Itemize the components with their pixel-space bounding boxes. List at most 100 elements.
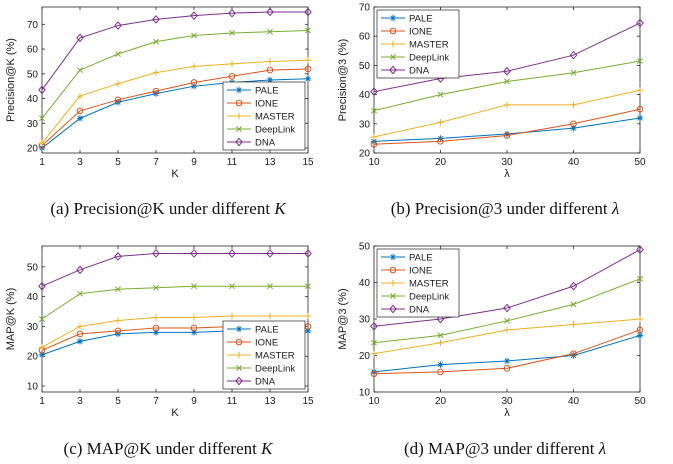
data-point bbox=[304, 75, 312, 82]
series-line bbox=[41, 59, 309, 144]
data-point bbox=[190, 249, 198, 258]
legend-label: DeepLink bbox=[255, 363, 295, 374]
chart-panel-4: 10 20 30 40 50 10 20 30 40 50 λ MAP@3 (%) PALE IONE MA… bbox=[337, 242, 646, 420]
series-dna bbox=[370, 245, 644, 331]
y-tick-label: 70 bbox=[27, 20, 39, 31]
legend-entry-dna: DNA bbox=[227, 376, 276, 387]
data-point bbox=[637, 275, 643, 282]
legend-label: IONE bbox=[255, 337, 278, 348]
legend-label: PALE bbox=[255, 324, 279, 335]
legend: PALE IONE MASTER DeepLink DNA bbox=[376, 248, 460, 318]
legend-marker bbox=[236, 365, 242, 371]
legend-marker bbox=[389, 253, 397, 261]
x-axis-label: λ bbox=[504, 407, 510, 419]
legend-marker bbox=[389, 304, 397, 314]
data-point bbox=[570, 69, 577, 76]
x-axis-label: λ bbox=[504, 168, 510, 180]
y-tick-label: 60 bbox=[359, 32, 371, 43]
legend-marker bbox=[235, 99, 243, 107]
series-line bbox=[41, 78, 309, 149]
caption-c-var: K bbox=[261, 439, 273, 458]
data-point bbox=[569, 50, 578, 60]
x-tick-label: 1 bbox=[39, 396, 45, 407]
series-line bbox=[373, 249, 641, 327]
data-point bbox=[152, 87, 160, 95]
x-tick-label: 30 bbox=[501, 396, 513, 407]
data-point bbox=[152, 15, 160, 24]
data-point bbox=[266, 312, 274, 320]
series-line bbox=[41, 68, 309, 146]
legend-entry-dna: DNA bbox=[381, 65, 430, 76]
legend-marker bbox=[389, 266, 397, 274]
series-line bbox=[41, 315, 308, 348]
data-point bbox=[636, 245, 644, 255]
legend-label: IONE bbox=[255, 98, 278, 109]
caption-b-text: (b) Precision@3 under different bbox=[390, 199, 612, 218]
legend-marker bbox=[236, 126, 242, 132]
data-point bbox=[190, 63, 198, 70]
legend-entry-deeplink: DeepLink bbox=[227, 363, 295, 374]
caption-c: (c) MAP@K under different K bbox=[0, 439, 336, 459]
data-point bbox=[436, 314, 445, 324]
legend-marker bbox=[235, 338, 243, 346]
data-point bbox=[266, 58, 274, 65]
data-point bbox=[76, 115, 84, 122]
data-point bbox=[437, 361, 444, 368]
data-point bbox=[114, 80, 122, 87]
data-point bbox=[266, 66, 274, 74]
series-line bbox=[41, 252, 308, 287]
data-point bbox=[76, 92, 84, 100]
data-point bbox=[115, 286, 121, 293]
legend-label: MASTER bbox=[255, 111, 295, 122]
data-point bbox=[570, 352, 577, 359]
caption-a: (a) Precision@K under different K bbox=[0, 199, 336, 219]
caption-d: (d) MAP@3 under different λ bbox=[337, 439, 673, 459]
data-point bbox=[371, 107, 377, 114]
legend-marker bbox=[389, 65, 397, 75]
data-point bbox=[437, 368, 444, 376]
data-point bbox=[190, 11, 198, 21]
caption-b-var: λ bbox=[611, 199, 620, 218]
x-tick-label: 20 bbox=[435, 157, 447, 168]
legend-entry-dna: DNA bbox=[381, 304, 430, 315]
caption-a-text: (a) Precision@K under different bbox=[50, 199, 275, 218]
series-pale bbox=[370, 332, 644, 376]
data-point bbox=[503, 132, 511, 139]
data-point bbox=[39, 115, 45, 122]
data-point bbox=[190, 82, 198, 90]
legend-label: DNA bbox=[409, 65, 430, 76]
y-axis-label: MAP@3 (%) bbox=[337, 288, 349, 349]
data-point bbox=[305, 27, 311, 34]
y-axis-label: Precision@3 (%) bbox=[337, 39, 349, 122]
data-point bbox=[504, 78, 510, 85]
x-tick-label: 3 bbox=[77, 396, 83, 407]
x-tick-label: 7 bbox=[153, 157, 159, 168]
legend-marker bbox=[235, 325, 243, 333]
data-point bbox=[77, 67, 83, 74]
data-point bbox=[190, 329, 198, 336]
legend-marker bbox=[390, 293, 396, 299]
legend-label: PALE bbox=[255, 85, 279, 96]
x-tick-label: 13 bbox=[264, 396, 276, 407]
data-point bbox=[228, 8, 236, 18]
data-point bbox=[266, 249, 274, 258]
data-point bbox=[636, 87, 644, 94]
data-point bbox=[152, 249, 160, 258]
data-point bbox=[570, 124, 577, 132]
y-tick-label: 50 bbox=[27, 262, 39, 273]
data-point bbox=[570, 101, 577, 109]
data-point bbox=[569, 281, 578, 291]
series-deeplink bbox=[39, 27, 311, 122]
legend-entry-ione: IONE bbox=[227, 98, 278, 109]
legend-entry-pale: PALE bbox=[227, 324, 279, 335]
data-point bbox=[39, 316, 45, 322]
caption-b: (b) Precision@3 under different λ bbox=[337, 199, 673, 219]
data-point bbox=[437, 138, 444, 145]
y-tick-label: 20 bbox=[27, 144, 39, 155]
series-master bbox=[38, 312, 312, 351]
legend-marker bbox=[235, 112, 243, 120]
y-tick-label: 50 bbox=[27, 69, 39, 80]
legend-label: DeepLink bbox=[409, 291, 449, 302]
data-point bbox=[153, 38, 159, 45]
data-point bbox=[190, 314, 198, 321]
